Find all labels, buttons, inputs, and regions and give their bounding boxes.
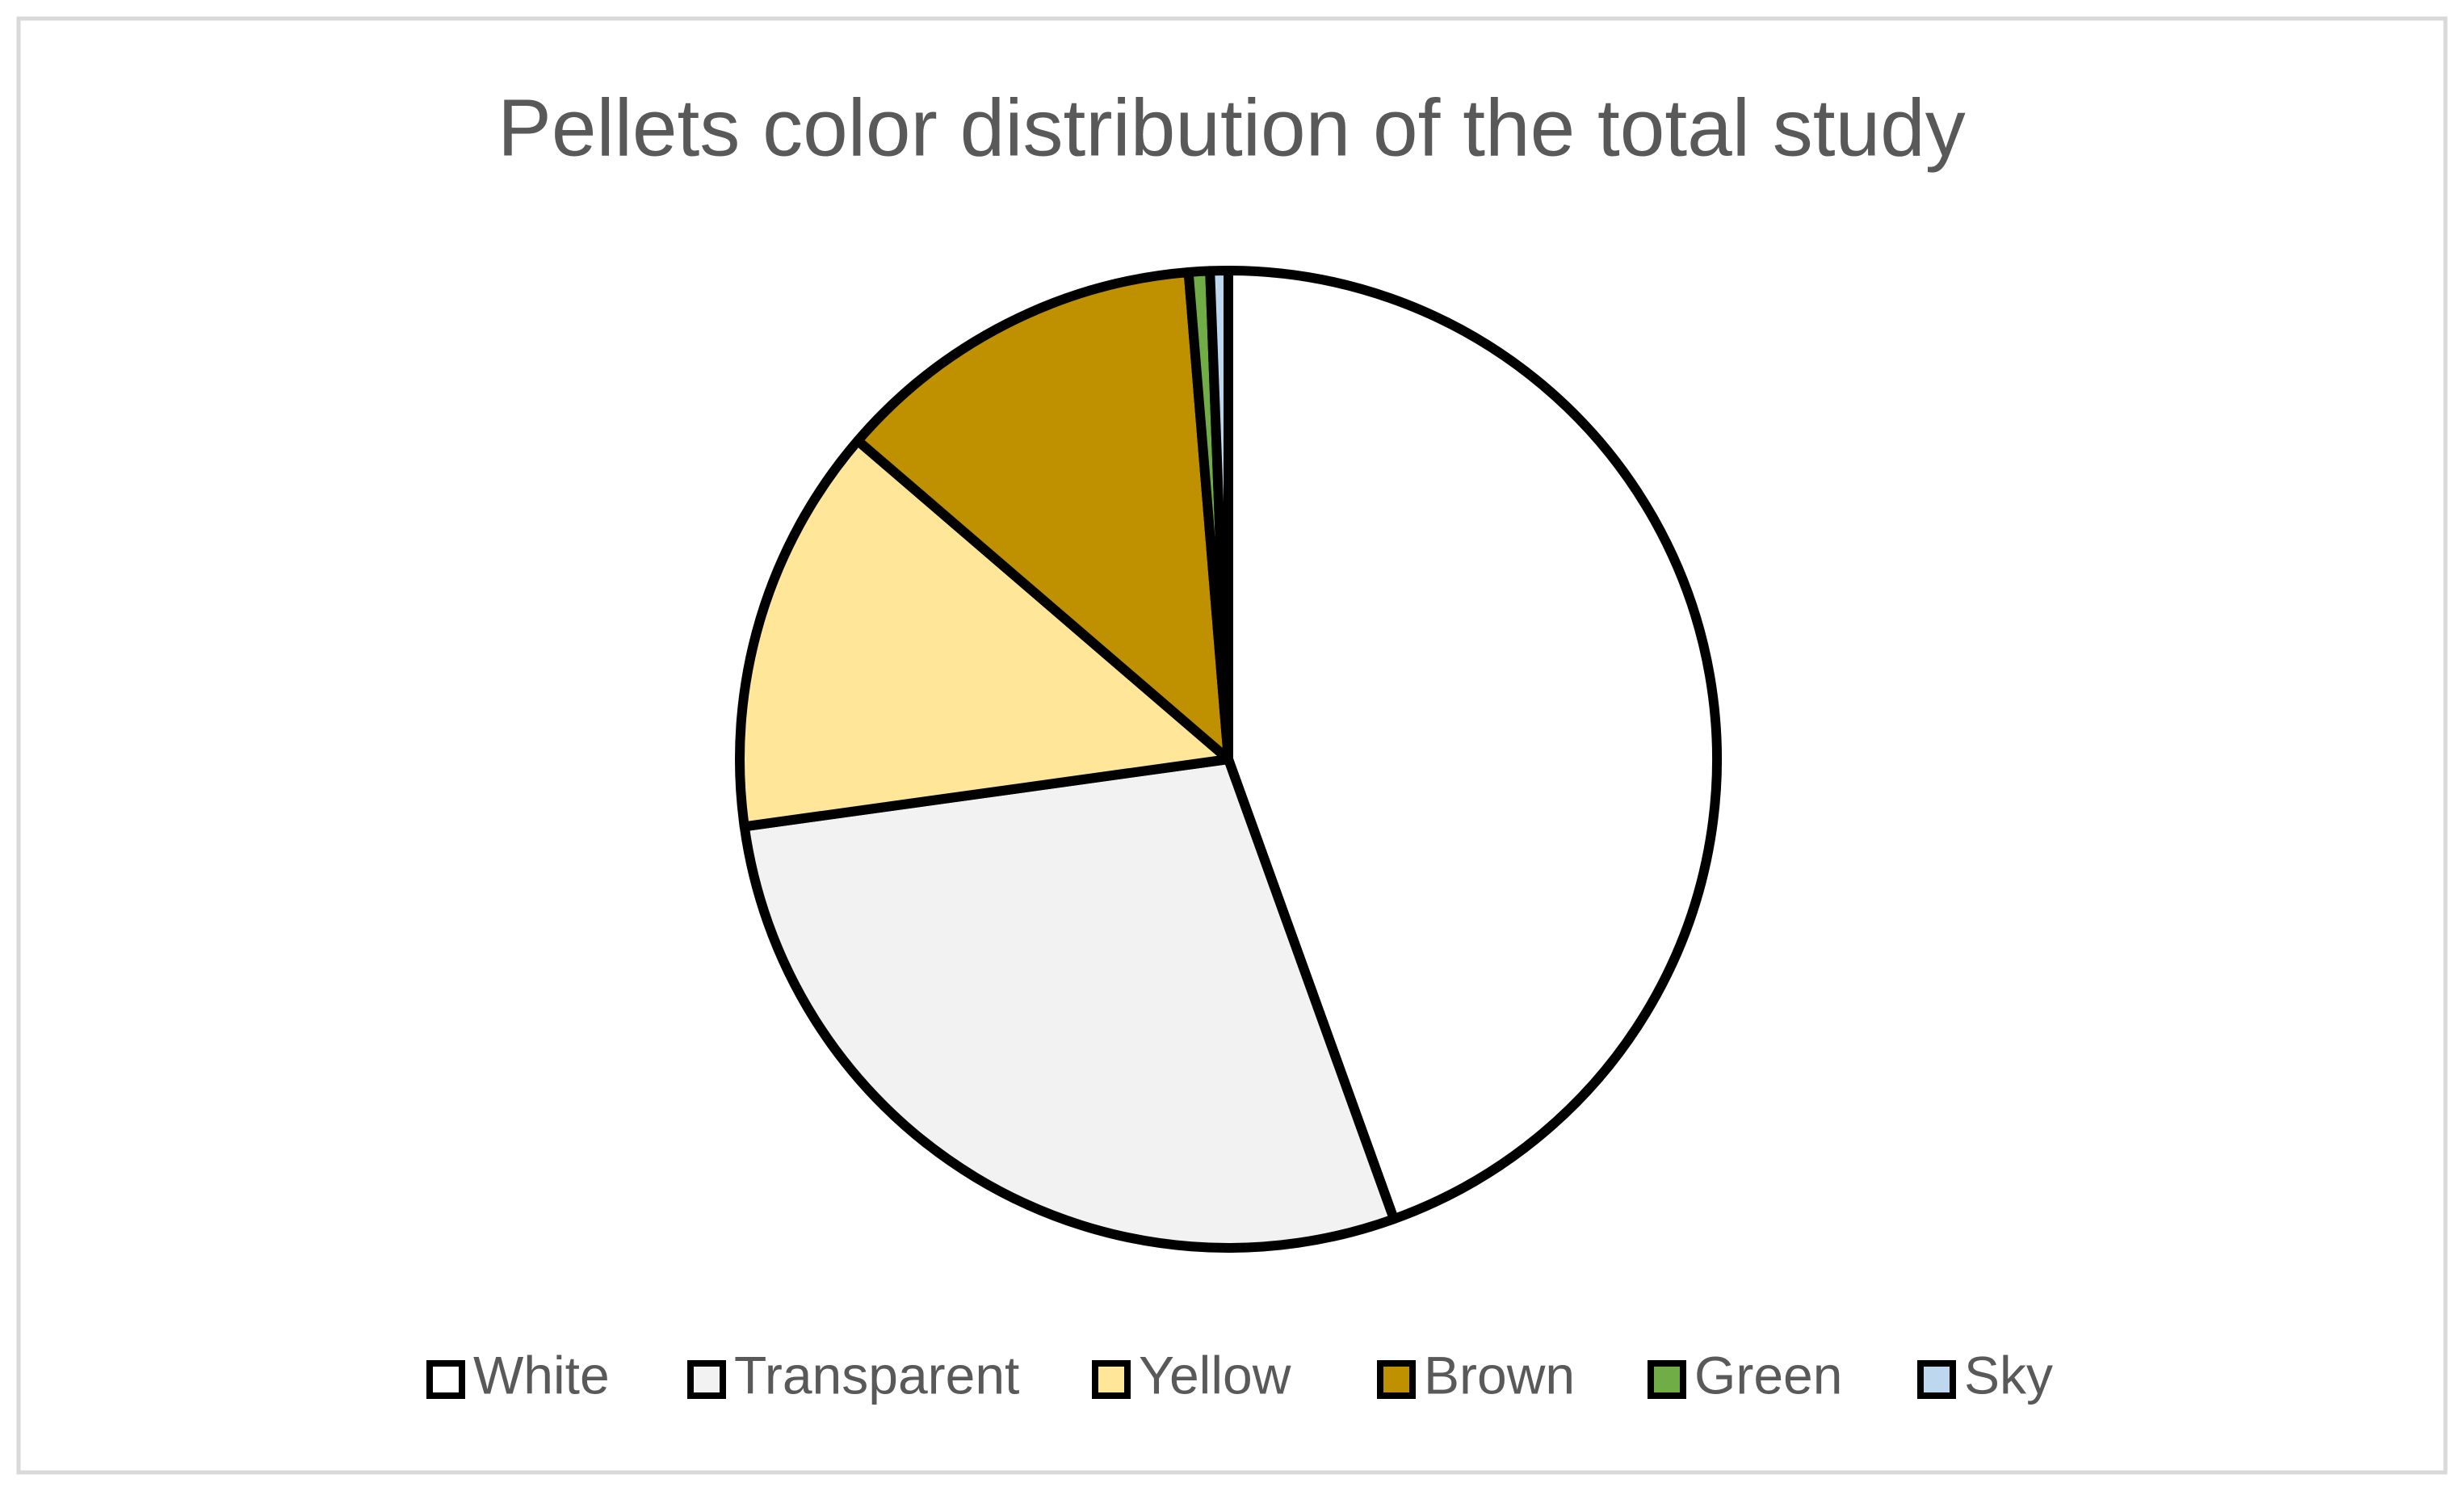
pie-slice [735, 435, 1233, 832]
pie-slice [739, 754, 1399, 1253]
legend-marker [1377, 1360, 1416, 1399]
legend-label: Transparent [734, 1345, 1019, 1405]
chart-title: Pellets color distribution of the total … [497, 82, 1966, 173]
legend-label: Brown [1424, 1345, 1575, 1405]
legend-marker [426, 1360, 465, 1399]
pie-slice [1205, 266, 1233, 764]
legend-marker [687, 1360, 726, 1399]
legend-marker [1092, 1360, 1131, 1399]
pie-slice [853, 267, 1233, 764]
legend-label: Sky [1964, 1345, 2053, 1405]
legend-marker [1648, 1360, 1686, 1399]
pie-slice [1224, 266, 1722, 1224]
legend-label: Green [1694, 1345, 1842, 1405]
legend-label: White [473, 1345, 610, 1405]
legend-marker [1917, 1360, 1956, 1399]
legend-label: Yellow [1139, 1345, 1291, 1405]
